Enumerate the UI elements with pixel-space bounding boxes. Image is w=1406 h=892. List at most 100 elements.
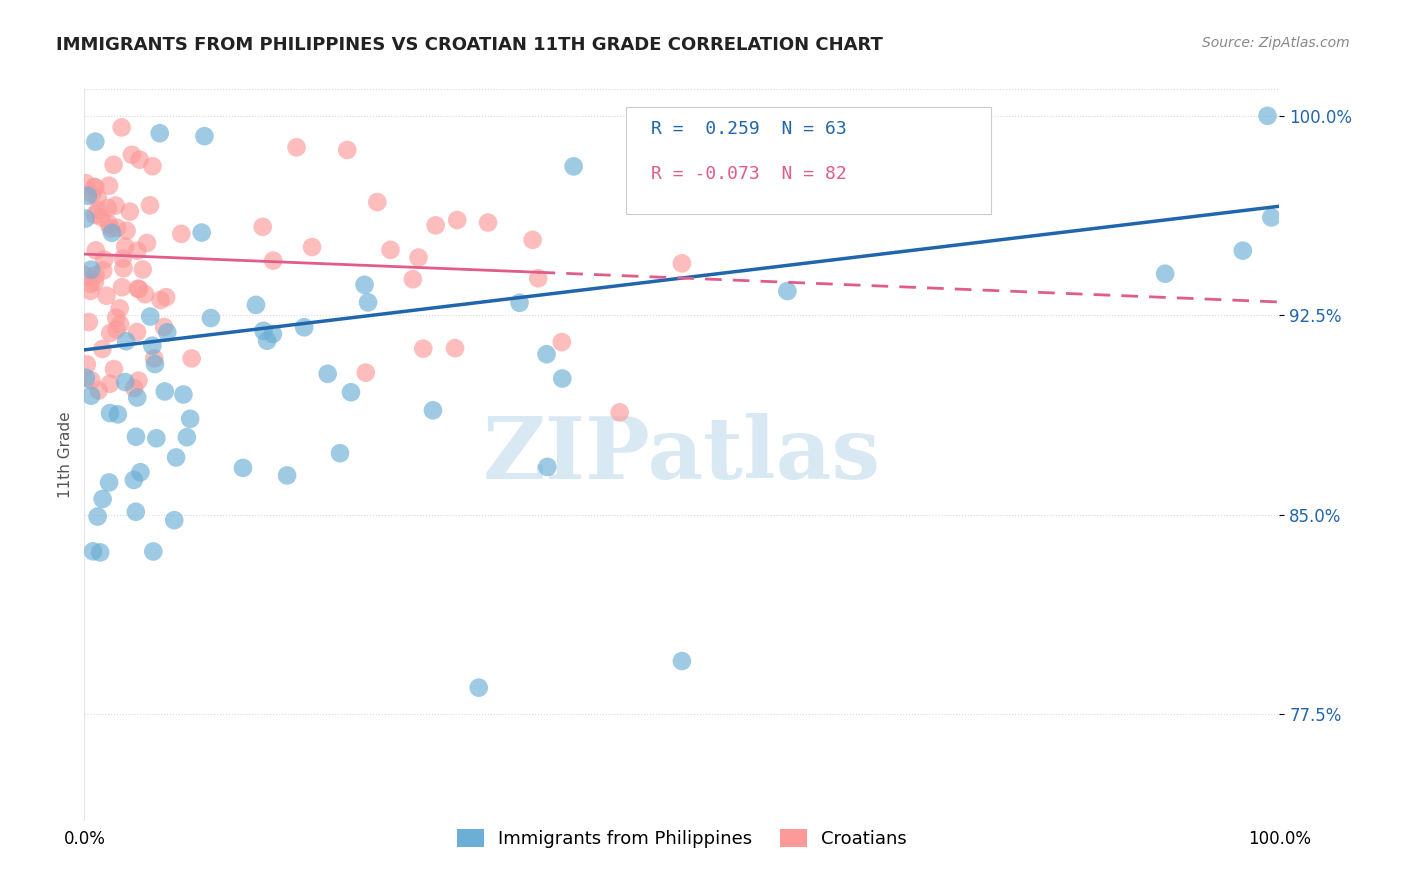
- Point: [111, 252, 134, 266]
- Text: Source: ZipAtlas.com: Source: ZipAtlas.com: [1202, 36, 1350, 50]
- Point: [180, 351, 202, 366]
- Point: [91, 342, 114, 356]
- Point: [163, 513, 186, 527]
- Point: [141, 339, 163, 353]
- Point: [1232, 244, 1254, 258]
- Point: [108, 317, 131, 331]
- Point: [77, 315, 100, 329]
- Point: [155, 290, 177, 304]
- Point: [141, 159, 163, 173]
- Point: [75, 371, 97, 385]
- Point: [551, 334, 574, 349]
- Legend: Immigrants from Philippines, Croatians: Immigrants from Philippines, Croatians: [450, 822, 914, 855]
- Point: [262, 326, 284, 341]
- Point: [125, 430, 148, 444]
- Point: [149, 293, 172, 307]
- Point: [176, 430, 198, 444]
- Point: [121, 147, 143, 161]
- Point: [90, 210, 112, 224]
- Point: [153, 320, 176, 334]
- Point: [329, 446, 352, 460]
- Point: [127, 244, 149, 258]
- Point: [114, 375, 136, 389]
- Point: [609, 405, 631, 419]
- Point: [252, 324, 274, 338]
- Point: [84, 244, 107, 258]
- Point: [170, 227, 193, 241]
- Point: [911, 197, 934, 211]
- Point: [84, 135, 107, 149]
- Text: R = -0.073  N = 82: R = -0.073 N = 82: [651, 165, 846, 183]
- Point: [412, 342, 434, 356]
- Point: [132, 262, 155, 277]
- Point: [107, 408, 129, 422]
- Point: [80, 374, 103, 388]
- Point: [83, 275, 105, 289]
- Point: [172, 387, 194, 401]
- Point: [477, 215, 499, 229]
- Point: [84, 268, 107, 282]
- Text: R =  0.259  N = 63: R = 0.259 N = 63: [651, 120, 846, 138]
- Point: [127, 282, 149, 296]
- Point: [671, 256, 693, 270]
- Point: [98, 376, 121, 391]
- Point: [444, 341, 467, 355]
- Point: [80, 389, 103, 403]
- Point: [509, 295, 531, 310]
- Text: IMMIGRANTS FROM PHILIPPINES VS CROATIAN 11TH GRADE CORRELATION CHART: IMMIGRANTS FROM PHILIPPINES VS CROATIAN …: [56, 36, 883, 54]
- Point: [292, 320, 315, 334]
- Point: [179, 412, 201, 426]
- Point: [408, 251, 430, 265]
- Point: [536, 347, 558, 361]
- Point: [128, 153, 150, 167]
- Point: [97, 201, 120, 215]
- Point: [336, 143, 359, 157]
- Point: [145, 431, 167, 445]
- Point: [357, 295, 380, 310]
- Point: [252, 219, 274, 234]
- Point: [82, 544, 104, 558]
- Point: [285, 140, 308, 154]
- Point: [127, 325, 149, 339]
- Point: [527, 271, 550, 285]
- Point: [276, 468, 298, 483]
- Point: [340, 385, 363, 400]
- Point: [142, 544, 165, 558]
- Point: [380, 243, 402, 257]
- Point: [103, 362, 125, 376]
- Point: [671, 654, 693, 668]
- Point: [80, 186, 103, 201]
- Point: [353, 277, 375, 292]
- Point: [75, 211, 97, 226]
- Point: [86, 191, 108, 205]
- Point: [98, 475, 121, 490]
- Point: [776, 284, 799, 298]
- Point: [422, 403, 444, 417]
- Point: [79, 284, 101, 298]
- Point: [136, 235, 159, 250]
- Point: [200, 311, 222, 326]
- Point: [87, 202, 110, 217]
- Point: [112, 261, 135, 276]
- Point: [98, 178, 121, 193]
- Point: [1260, 211, 1282, 225]
- Point: [562, 159, 585, 173]
- Point: [245, 298, 267, 312]
- Point: [118, 204, 141, 219]
- Point: [84, 180, 107, 194]
- Point: [97, 217, 120, 231]
- Point: [91, 491, 114, 506]
- Point: [98, 326, 121, 340]
- Point: [93, 252, 115, 267]
- Point: [114, 240, 136, 254]
- Point: [80, 262, 103, 277]
- Point: [89, 545, 111, 559]
- Point: [108, 301, 131, 316]
- Point: [536, 459, 558, 474]
- Point: [127, 391, 149, 405]
- Point: [129, 465, 152, 479]
- Point: [425, 219, 447, 233]
- Point: [468, 681, 491, 695]
- Point: [139, 310, 162, 324]
- Point: [156, 326, 179, 340]
